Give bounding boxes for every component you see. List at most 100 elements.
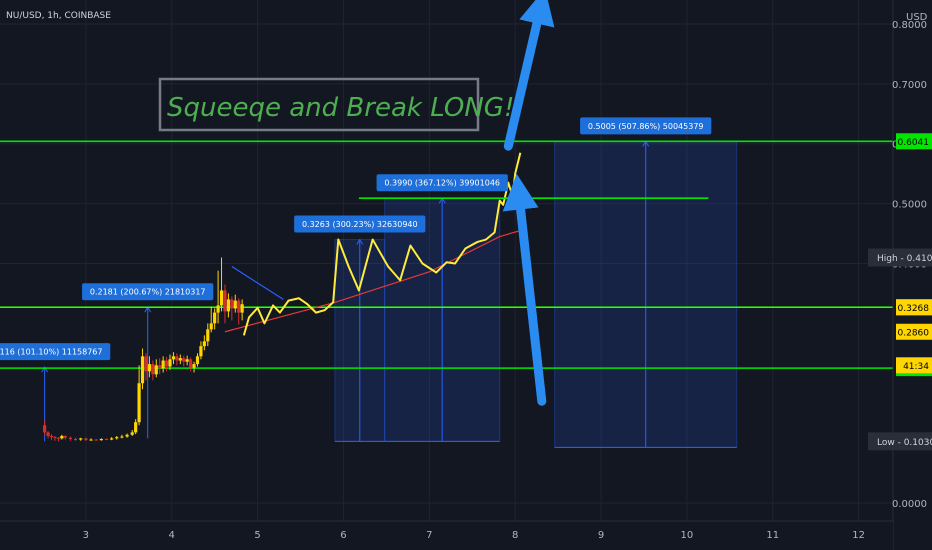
candle-body (84, 438, 88, 441)
candle-body (63, 435, 67, 438)
candle-body (240, 304, 244, 313)
measure-label-text: 0.3990 (367.12%) 39901046 (384, 179, 500, 188)
callout-box: Squeeqe and Break LONG! (158, 77, 514, 132)
measure-label-text: 0.5005 (507.86%) 50045379 (588, 122, 704, 131)
candle-body (223, 290, 227, 312)
symbol-title: NU/USD, 1h, COINBASE (6, 11, 111, 21)
candle-body (209, 323, 213, 330)
candle-body (237, 300, 241, 313)
x-tick-label: 7 (426, 530, 432, 541)
candle-body (56, 437, 60, 439)
measure-arrow-head (356, 238, 364, 245)
direction-arrow[interactable] (502, 173, 547, 406)
measure-label[interactable]: 0.2181 (200.67%) 21810317 (82, 283, 214, 301)
candle-body (175, 356, 179, 361)
price-tag-bg[interactable] (896, 323, 932, 340)
price-tag-label: 41:34 (903, 362, 929, 372)
trendline (224, 229, 521, 333)
candle-body (161, 360, 165, 369)
price-tag-bg[interactable] (896, 133, 932, 150)
low-tag-bg[interactable] (868, 432, 932, 451)
triangle-top-line (231, 265, 284, 300)
candle-body (185, 359, 189, 362)
candle-body (158, 365, 162, 369)
candle-body (178, 358, 182, 361)
candle-body (213, 312, 217, 324)
candle-body (46, 432, 50, 436)
measure-label-text: 0.3263 (300.23%) 32630940 (302, 220, 418, 229)
candle-body (171, 356, 176, 360)
candle-body (195, 356, 200, 365)
candle-body (104, 438, 109, 440)
candle-body (233, 300, 237, 309)
measure-label-bg (580, 117, 712, 135)
candle-body (192, 364, 196, 368)
candle-body (189, 359, 193, 368)
x-tick-label: 4 (169, 530, 175, 541)
measure-label-bg (82, 283, 214, 301)
price-tag-label: 0.3268 (898, 304, 930, 314)
candle-body (68, 437, 73, 439)
measure-label[interactable]: 0.5005 (507.86%) 50045379 (580, 117, 712, 135)
high-tag-label: High - 0.4100 (877, 254, 932, 264)
measure-label-bg (0, 343, 111, 361)
high-tag-bg[interactable] (868, 248, 932, 267)
candle-body (182, 358, 186, 362)
y-tick-label: 0.5000 (892, 200, 927, 211)
x-tick-label: 3 (83, 530, 89, 541)
measure-label-bg (294, 215, 426, 233)
measure-label-text: 0.1116 (101.10%) 11158767 (0, 348, 102, 357)
candle-body (219, 290, 224, 306)
candle-body (115, 437, 119, 439)
candle-body (226, 299, 231, 312)
candle-body (147, 364, 152, 372)
direction-arrow[interactable] (503, 0, 555, 151)
candle-body (216, 305, 220, 313)
price-tag-label: 0.6041 (898, 138, 930, 148)
candle-body (49, 435, 54, 438)
candle-body (89, 439, 93, 441)
x-tick-label: 12 (852, 530, 865, 541)
candle-body (99, 438, 103, 441)
candle-body (134, 422, 138, 433)
measure-label[interactable]: 0.3263 (300.23%) 32630940 (294, 215, 426, 233)
x-tick-label: 10 (681, 530, 694, 541)
measure-arrow-head (41, 366, 49, 373)
x-tick-label: 8 (512, 530, 518, 541)
candle-body (202, 341, 206, 347)
measure-label[interactable]: 0.3990 (367.12%) 39901046 (376, 174, 508, 192)
measure-label[interactable]: 0.1116 (101.10%) 11158767 (0, 343, 111, 361)
candle-body (144, 356, 148, 372)
low-tag-label: Low - 0.1030 (877, 438, 932, 448)
measure-label-bg (376, 174, 508, 192)
candle-body (154, 365, 158, 375)
candle-body (110, 438, 114, 440)
candle-body (94, 439, 98, 441)
candle-body (164, 360, 169, 367)
callout-text: Squeeqe and Break LONG! (167, 93, 514, 123)
candle-body (125, 434, 129, 437)
candle-body (130, 432, 134, 435)
price-tag-bg[interactable] (896, 357, 932, 374)
candle-body (140, 356, 145, 384)
candle-body (199, 346, 203, 357)
x-tick-label: 9 (598, 530, 604, 541)
candle-body (60, 435, 64, 439)
candle-body (79, 438, 83, 440)
y-tick-label: 0.0000 (892, 499, 927, 510)
currency-label[interactable]: USD (906, 12, 928, 23)
measure-label-text: 0.2181 (200.67%) 21810317 (90, 288, 206, 297)
candle-body (120, 436, 124, 438)
candle-body (73, 438, 78, 440)
candle-body (43, 425, 47, 433)
x-tick-label: 6 (340, 530, 346, 541)
price-tag-bg[interactable] (896, 299, 932, 316)
y-tick-label: 0.7000 (892, 80, 927, 91)
x-tick-label: 11 (766, 530, 779, 541)
candle-body (168, 359, 172, 367)
candle-body (151, 364, 155, 375)
candle-body (53, 437, 57, 439)
candle-body (137, 383, 141, 423)
